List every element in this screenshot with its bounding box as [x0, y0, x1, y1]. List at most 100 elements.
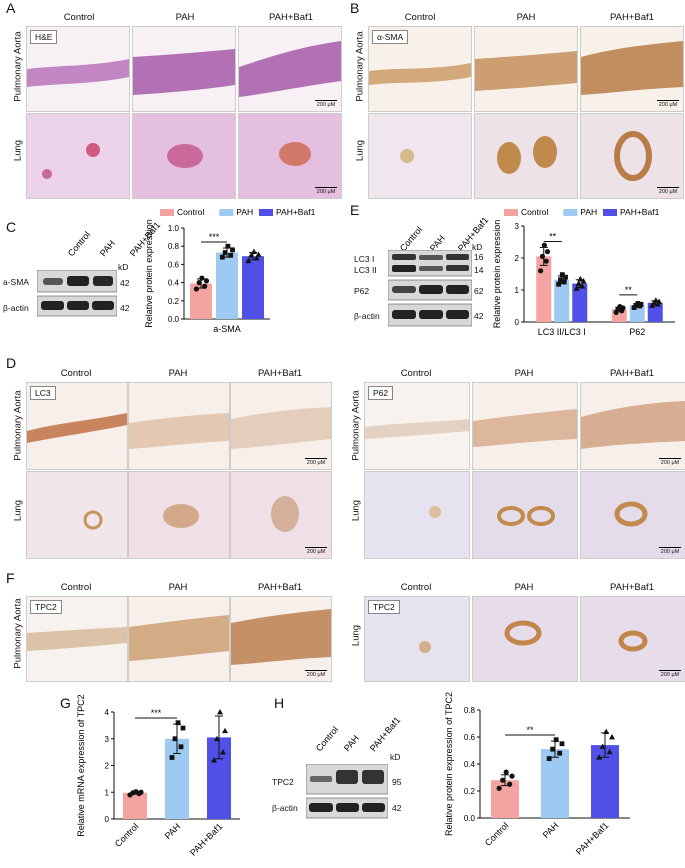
legend-label: PAH: [236, 207, 253, 217]
data-point: [503, 769, 509, 775]
legend-swatch: [259, 209, 273, 216]
data-point: [652, 297, 659, 303]
data-point: [559, 741, 565, 747]
col-header-pah: PAH: [175, 12, 195, 23]
legend-swatch: [219, 209, 234, 216]
data-point: [544, 249, 551, 255]
mw-label: 42: [474, 311, 484, 321]
western-blot-h: [306, 764, 388, 819]
legend-label: PAH+Baf1: [276, 207, 316, 217]
data-point: [178, 744, 184, 750]
image-tile: [128, 471, 230, 559]
image-tile: P62: [364, 382, 470, 470]
scale-bar: 200 μM: [305, 547, 327, 555]
scale-bar: 200 μM: [305, 458, 327, 466]
mw-label: 16: [474, 252, 484, 262]
kd-label: kD: [472, 242, 483, 252]
lane-label-baf1: PAH+Baf1: [368, 715, 402, 753]
y-tick-label: 2: [105, 762, 110, 771]
data-point: [559, 272, 565, 278]
col-header-baf1: PAH+Baf1: [610, 12, 654, 23]
bar: [123, 792, 147, 819]
data-point: [138, 789, 144, 795]
x-tick-label: Control: [113, 821, 141, 849]
y-tick-label: 0.6: [168, 260, 180, 269]
kd-label: kD: [390, 752, 401, 762]
scale-bar: 200 μM: [659, 458, 681, 466]
y-axis-label: Relative protein expression: [144, 219, 154, 328]
stain-tag: H&E: [30, 30, 58, 44]
scale-bar: 200 μM: [315, 187, 337, 195]
image-tile: 200 μM: [580, 113, 684, 199]
data-point: [635, 301, 641, 306]
y-tick-label: 1: [515, 286, 520, 295]
blot-lane-labels: Control PAH PAH+Baf1: [314, 715, 402, 753]
stain-tag: LC3: [30, 386, 56, 400]
data-point: [538, 268, 544, 274]
panel-label-g: G: [60, 695, 71, 711]
scale-bar: 200 μM: [657, 187, 679, 195]
x-tick-label: P62: [629, 327, 645, 337]
data-point: [609, 734, 615, 740]
data-point: [543, 258, 549, 264]
image-tile: [368, 113, 472, 199]
panel-label-d: D: [6, 355, 17, 371]
data-point: [596, 754, 603, 760]
image-tile: [474, 26, 578, 112]
legend-swatch: [603, 209, 617, 216]
mw-label: 62: [474, 286, 484, 296]
data-point: [550, 746, 556, 752]
y-tick-label: 0.4: [168, 279, 180, 288]
blot-row-label: LC3 II: [354, 265, 377, 275]
data-point: [553, 737, 559, 743]
data-point: [556, 281, 562, 287]
col-header-control: Control: [63, 12, 95, 23]
col-header-control: Control: [400, 368, 432, 379]
scale-bar: 200 μM: [659, 547, 681, 555]
data-point: [496, 785, 502, 791]
col-header-control: Control: [400, 582, 432, 593]
col-header-pah: PAH: [514, 582, 534, 593]
data-point: [617, 304, 623, 310]
row-label-lung: Lung: [350, 624, 362, 647]
image-tile: [364, 471, 470, 559]
kd-label: kD: [118, 262, 129, 272]
panel-label-b: B: [350, 0, 360, 16]
y-tick-label: 0.2: [464, 787, 476, 796]
lane-label-control: Control: [66, 230, 92, 259]
panel-label-c: C: [6, 219, 17, 235]
data-point: [603, 728, 610, 734]
data-point: [228, 252, 234, 258]
mw-label: 95: [392, 777, 402, 787]
image-tile: 200 μM: [580, 382, 685, 470]
data-point: [211, 757, 217, 763]
col-header-control: Control: [404, 12, 436, 23]
data-point: [541, 242, 547, 248]
legend-swatch: [160, 209, 174, 216]
image-tile: [132, 113, 236, 199]
stain-tag: TPC2: [30, 600, 62, 614]
data-point: [638, 302, 644, 307]
significance-label: **: [549, 231, 557, 241]
y-tick-label: 0.4: [464, 760, 476, 769]
data-point: [507, 781, 513, 787]
y-tick-label: 0.8: [464, 706, 476, 715]
data-point: [230, 247, 235, 253]
y-tick-label: 0.8: [168, 242, 180, 251]
image-tile: [26, 471, 128, 559]
panel-label-f: F: [6, 570, 15, 586]
data-point: [203, 278, 210, 284]
image-tile: 200 μM: [580, 26, 684, 112]
panel-label-h: H: [274, 695, 285, 711]
data-point: [579, 283, 586, 289]
data-point: [509, 773, 515, 779]
data-point: [561, 279, 567, 285]
chart-e: 0 1 2 3 Relative protein expression LC3 II/LC…: [492, 207, 675, 337]
y-tick-label: 0: [105, 815, 110, 824]
panel-label-e: E: [350, 202, 360, 218]
image-tile: LC3: [26, 382, 128, 470]
y-tick-label: 0.2: [168, 297, 180, 306]
data-point: [557, 750, 563, 756]
x-tick-label: PAH: [163, 821, 183, 841]
col-header-baf1: PAH+Baf1: [258, 368, 302, 379]
